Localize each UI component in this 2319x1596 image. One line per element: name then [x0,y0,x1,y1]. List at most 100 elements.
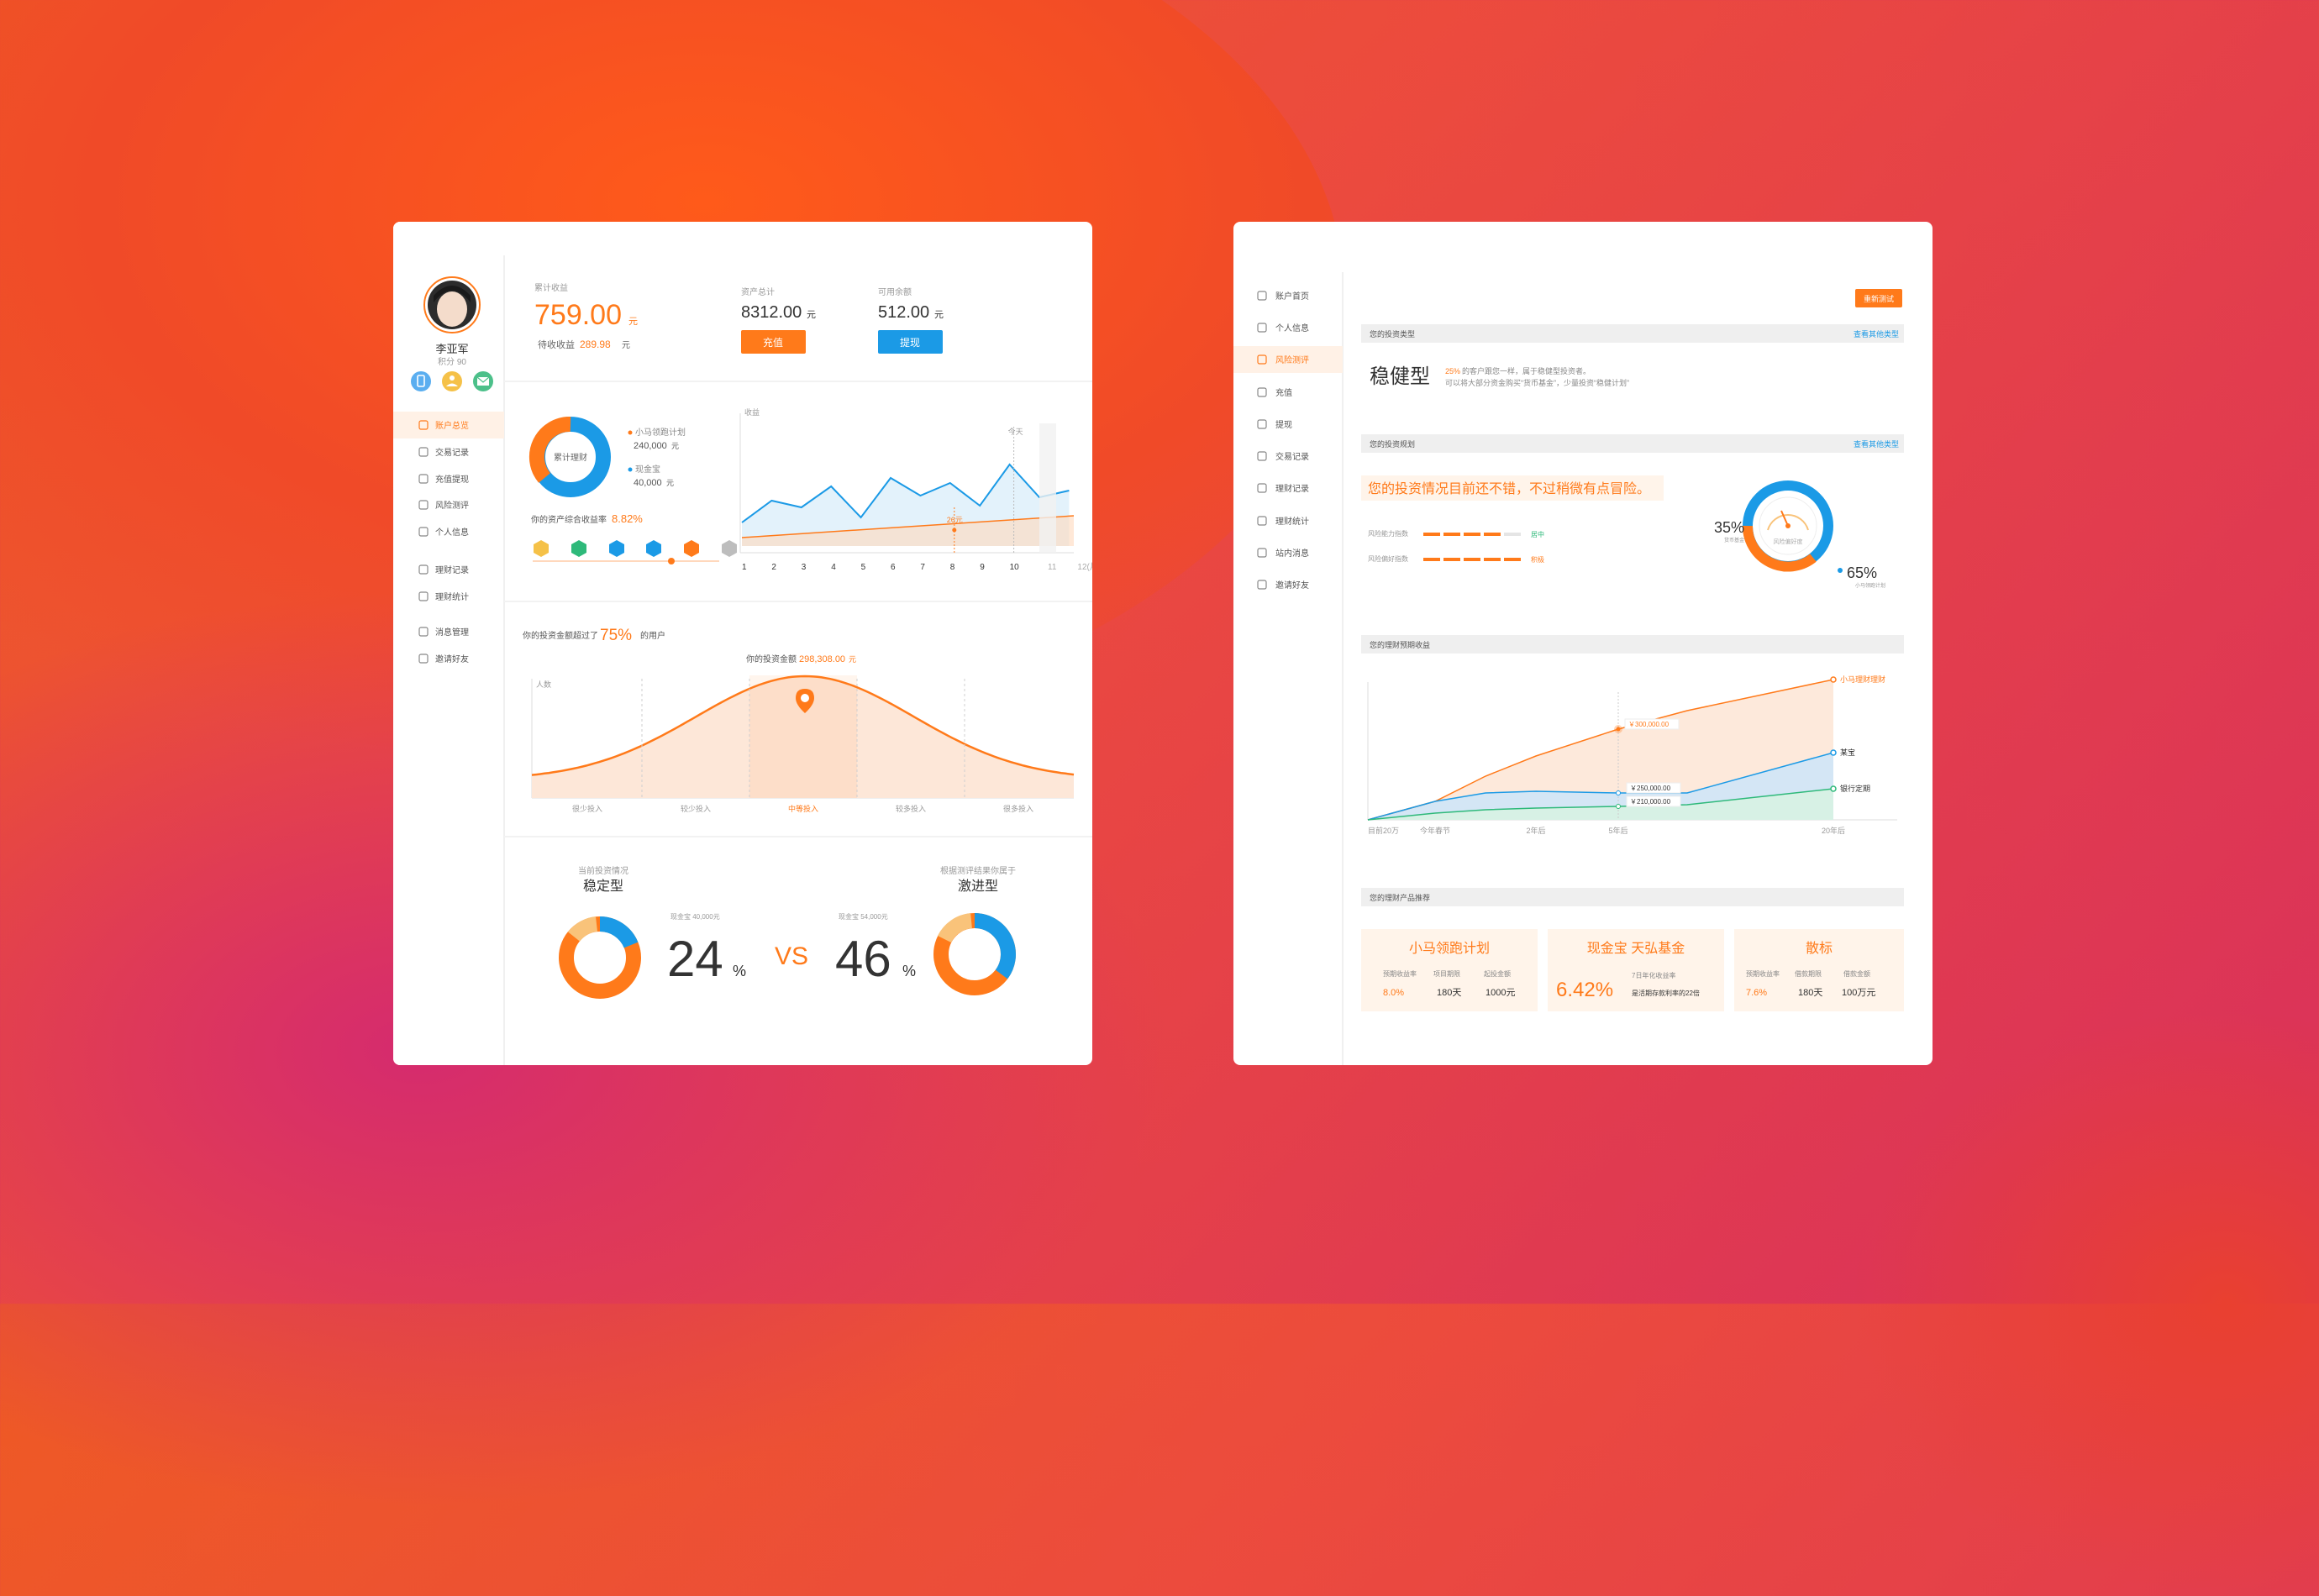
value-tag-label: ￥250,000.00 [1630,785,1671,792]
forecast-x-label: 今年春节 [1420,826,1450,835]
pending-unit: 元 [622,341,630,350]
risk-gauge: 风险偏好度 [1742,480,1833,572]
compare-left-note: 现金宝 40,000元 [670,912,720,921]
sidebar-item-4[interactable]: 提现 [1257,419,1292,430]
user-icon [418,527,429,537]
product1-v2: 180天 [1437,988,1461,998]
compare-right-unit: % [902,963,916,979]
recharge-button[interactable]: 充值 [741,330,806,354]
future-shade [1039,423,1056,553]
available-value: 512.00 [878,303,929,322]
sidebar-item-2[interactable]: 充值提现 [418,474,469,485]
sidebar-item-label: 风险测评 [1275,354,1309,365]
invest-amount-value: 298,308.00 [799,654,845,664]
sidebar-item-6[interactable]: 理财统计 [418,591,469,602]
sidebar-item-5[interactable]: 理财记录 [418,564,469,575]
x-tick-label: 12(月) [1077,562,1092,572]
coin-icon [1257,387,1267,397]
bell-curve [531,675,1075,776]
area-green [1368,789,1833,820]
sidebar-item-0[interactable]: 账户总览 [393,412,504,438]
product-card-3[interactable]: 散标 预期收益率 借款期限 借款金额 7.6% 180天 100万元 [1734,929,1904,1011]
gauge-left-sub: 货币基金 [1724,537,1744,543]
user-upload-icon[interactable] [442,371,462,391]
sidebar-item-3[interactable]: 充值 [1257,387,1292,398]
assets-label: 资产总计 [741,286,775,297]
home-icon [418,420,429,430]
sidebar-item-8[interactable]: 邀请好友 [418,654,469,664]
legend-plan-name: 小马领跑计划 [635,427,686,438]
gauge-right-sub: 小马领跑计划 [1855,582,1885,589]
value-tag-label: ￥300,000.00 [1628,721,1670,728]
product-card-1[interactable]: 小马领跑计划 预期收益率 项目期限 起投金额 8.0% 180天 1000元 [1361,929,1538,1011]
product2-name: 现金宝 天弘基金 [1587,941,1685,956]
sidebar-item-4[interactable]: 个人信息 [418,527,469,538]
sidebar-item-3[interactable]: 风险测评 [418,500,469,511]
forecast-x-label: 20年后 [1822,826,1845,835]
sidebar-item-label: 提现 [1275,420,1292,430]
pending-value: 289.98 [580,339,611,350]
invest-amount-label: 你的投资金额 [746,654,797,664]
products-title: 您的理财产品推荐 [1370,893,1430,902]
gauge-left-pct: 35% [1714,519,1744,536]
marker-label: 26元 [947,516,963,524]
invest-amount-unit: 元 [849,655,856,664]
forecast-x-label: 5年后 [1608,826,1628,835]
level-slider-thumb[interactable] [668,558,675,564]
x-tick-label: 3 [802,563,807,572]
mail-icon[interactable] [473,371,493,391]
invest-prefix: 你的投资金额超过了 [523,630,598,641]
series-end-point [1830,749,1837,756]
product3-k3: 借款金额 [1843,969,1870,978]
total-income-label: 累计收益 [534,282,568,293]
sidebar-item-label: 站内消息 [1275,548,1309,559]
shield-icon [418,500,429,510]
legend-cash-name: 现金宝 [635,464,660,475]
sidebar-item-2[interactable]: 风险测评 [1233,346,1343,373]
marker-point [1616,727,1621,732]
sidebar-item-9[interactable]: 邀请好友 [1257,580,1309,591]
active-highlight [1233,346,1343,373]
type-name: 稳健型 [1370,365,1430,388]
sidebar-item-7[interactable]: 消息管理 [418,627,469,638]
total-income-unit: 元 [628,317,638,327]
sidebar-item-1[interactable]: 个人信息 [1257,323,1309,333]
sidebar-item-label: 个人信息 [1275,323,1309,333]
sidebar-item-8[interactable]: 站内消息 [1257,548,1309,559]
sidebar-item-5[interactable]: 交易记录 [1257,451,1309,462]
legend-plan-unit: 元 [671,442,679,450]
sidebar-item-0[interactable]: 账户首页 [1257,291,1309,302]
legend-cash-value: 40,000 [634,478,662,488]
users-icon [418,654,429,664]
sidebar-item-label: 账户首页 [1275,291,1309,302]
product1-name: 小马领跑计划 [1409,941,1490,956]
sidebar-item-7[interactable]: 理财统计 [1257,516,1309,527]
risk-preference-bar [1423,558,1521,561]
sidebar-item-1[interactable]: 交易记录 [418,447,469,458]
coin-icon [418,474,429,484]
withdraw-button[interactable]: 提现 [878,330,943,354]
sidebar-item-6[interactable]: 理财记录 [1257,483,1309,494]
retest-button[interactable]: 重新测试 [1855,289,1902,307]
bell-x-label: 很少投入 [572,804,602,813]
product2-line1: 7日年化收益率 [1632,971,1675,979]
type-section-title: 您的投资类型 [1370,329,1415,339]
plan-headline: 您的投资情况目前还不错，不过稍微有点冒险。 [1368,481,1650,496]
phone-icon[interactable] [411,371,431,391]
product3-k1: 预期收益率 [1746,969,1780,978]
withdraw-label: 提现 [900,336,920,349]
marker-point [952,528,957,533]
income-line [741,463,1070,523]
forecast-x-label: 目前20万 [1368,826,1399,835]
pen-icon [1257,483,1267,493]
series-end-point [1830,676,1837,683]
x-tick-label: 6 [891,563,896,572]
product-card-2[interactable]: 现金宝 天弘基金 6.42% 7日年化收益率 是活期存款利率的22倍 [1548,929,1724,1011]
type-link[interactable]: 查看其他类型 [1854,329,1899,339]
chart-icon [1257,516,1267,526]
plan-link[interactable]: 查看其他类型 [1854,439,1899,449]
sidebar-item-label: 邀请好友 [1275,580,1309,591]
compare-right-pct: 46 [835,931,891,987]
